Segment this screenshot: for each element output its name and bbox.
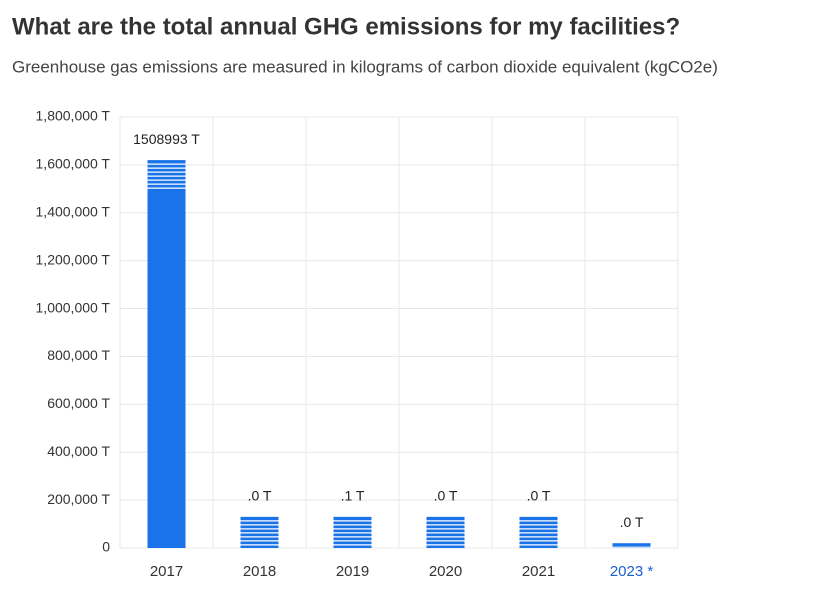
y-tick-label: 1,400,000 T <box>36 203 111 219</box>
bar-annotation: .0 T <box>527 488 551 504</box>
y-tick-label: 1,600,000 T <box>36 156 111 172</box>
y-tick-label: 1,000,000 T <box>36 299 111 315</box>
bar-annotation: 1508993 T <box>133 131 200 147</box>
chart-subtitle: Greenhouse gas emissions are measured in… <box>12 57 718 76</box>
x-tick-label: 2017 <box>150 563 183 580</box>
y-tick-label: 0 <box>102 539 110 555</box>
x-tick-label[interactable]: 2023 * <box>610 563 654 580</box>
bar-annotation: .0 T <box>620 514 644 530</box>
bar-annotation: .1 T <box>341 488 365 504</box>
x-tick-label: 2020 <box>429 563 462 580</box>
y-tick-label: 1,800,000 T <box>36 108 111 124</box>
bar <box>147 160 186 548</box>
bar-annotation: .0 T <box>434 488 458 504</box>
x-tick-label: 2021 <box>522 563 555 580</box>
x-tick-label: 2018 <box>243 563 276 580</box>
y-tick-label: 600,000 T <box>47 395 110 411</box>
y-tick-label: 200,000 T <box>47 491 110 507</box>
bar <box>612 543 651 548</box>
y-tick-label: 400,000 T <box>47 443 110 459</box>
y-tick-label: 800,000 T <box>47 347 110 363</box>
x-tick-label: 2019 <box>336 563 369 580</box>
y-tick-label: 1,200,000 T <box>36 251 111 267</box>
bar-annotation: .0 T <box>248 488 272 504</box>
chart-title: What are the total annual GHG emissions … <box>12 13 680 40</box>
